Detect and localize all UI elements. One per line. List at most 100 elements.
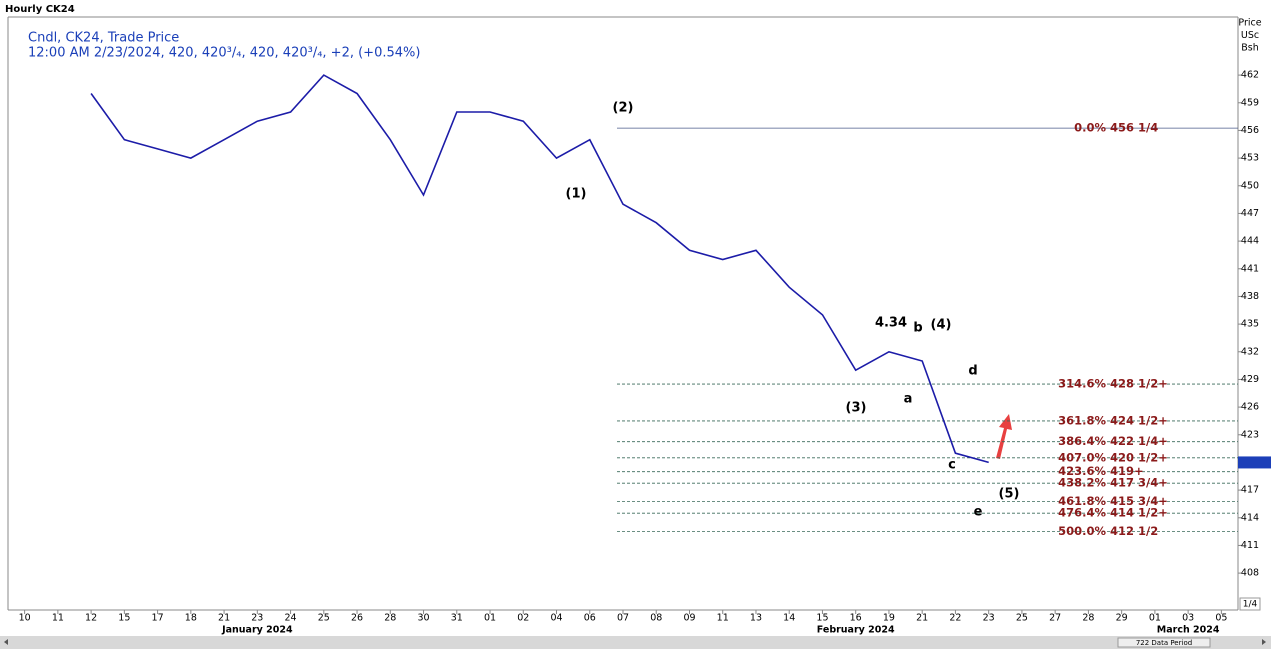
- level-pct: 361.8%: [1058, 413, 1106, 427]
- x-tick-label: 21: [218, 613, 230, 624]
- x-tick-label: 24: [285, 613, 297, 624]
- annotation: (5): [999, 487, 1020, 502]
- y-axis-label: USc: [1241, 30, 1259, 41]
- level-pct: 386.4%: [1058, 434, 1106, 448]
- y-tick-label: 426: [1241, 402, 1259, 413]
- x-tick-label: 28: [384, 613, 396, 624]
- x-tick-label: 18: [185, 613, 197, 624]
- footer-box: [1117, 637, 1211, 648]
- x-tick-label: 15: [816, 613, 828, 624]
- y-tick-label: 438: [1241, 291, 1259, 302]
- y-axis-label: Bsh: [1241, 43, 1259, 54]
- annotation: a: [904, 392, 913, 407]
- x-tick-label: 25: [318, 613, 330, 624]
- footer-text: 722 Data Period: [1136, 639, 1192, 647]
- y-tick-label: 456: [1241, 125, 1259, 136]
- scroll-left[interactable]: [4, 639, 8, 645]
- legend-title: Cndl, CK24, Trade Price: [28, 31, 179, 46]
- annotation: (3): [846, 401, 867, 416]
- y-tick-label: 447: [1241, 208, 1259, 219]
- level-label: 414 1/2+: [1110, 506, 1168, 520]
- level-pct: 438.2%: [1058, 476, 1106, 490]
- chart-title: Hourly CK24: [5, 4, 75, 15]
- x-tick-label: 26: [351, 613, 363, 624]
- annotation: (1): [566, 187, 587, 202]
- x-tick-label: 23: [251, 613, 263, 624]
- x-tick-label: 11: [717, 613, 729, 624]
- level-label: 424 1/2+: [1110, 413, 1168, 427]
- x-tick-label: 14: [783, 613, 795, 624]
- y-tick-label: 423: [1241, 429, 1259, 440]
- x-tick-label: 27: [1049, 613, 1061, 624]
- scroll-right[interactable]: [1262, 639, 1266, 645]
- x-tick-label: 28: [1082, 613, 1094, 624]
- x-tick-label: 30: [417, 613, 429, 624]
- x-tick-label: 25: [1016, 613, 1028, 624]
- annotation: c: [948, 458, 956, 473]
- month-label: January 2024: [221, 625, 293, 636]
- x-tick-label: 10: [19, 613, 31, 624]
- scrollbar[interactable]: [0, 636, 1271, 649]
- x-tick-label: 31: [451, 613, 463, 624]
- y-tick-label: 417: [1241, 485, 1259, 496]
- x-tick-label: 02: [517, 613, 529, 624]
- level-pct: 423.6%: [1058, 464, 1106, 478]
- x-tick-label: 06: [584, 613, 596, 624]
- y-tick-label: 459: [1241, 97, 1259, 108]
- level-pct: 407.0%: [1058, 450, 1106, 464]
- y-tick-label: 441: [1241, 263, 1259, 274]
- annotation: d: [968, 364, 977, 379]
- page-box: [1239, 597, 1261, 611]
- x-tick-label: 29: [1116, 613, 1128, 624]
- x-tick-label: 11: [52, 613, 64, 624]
- level-label: 417 3/4+: [1110, 476, 1168, 490]
- x-tick-label: 07: [617, 613, 629, 624]
- level-label: 415 3/4+: [1110, 494, 1168, 508]
- y-tick-label: 414: [1241, 512, 1259, 523]
- month-label: March 2024: [1157, 625, 1220, 636]
- x-tick-label: 08: [650, 613, 662, 624]
- level-pct: 314.6%: [1058, 377, 1106, 391]
- level-label: 412 1/2: [1110, 524, 1158, 538]
- level-label: 419+: [1110, 464, 1144, 478]
- x-tick-label: 04: [550, 613, 562, 624]
- x-tick-label: 17: [152, 613, 164, 624]
- level-pct: 476.4%: [1058, 506, 1106, 520]
- annotation: (2): [613, 101, 634, 116]
- month-label: February 2024: [817, 625, 895, 636]
- x-tick-label: 13: [750, 613, 762, 624]
- level-label: 428 1/2+: [1110, 377, 1168, 391]
- price-line: [90, 74, 989, 464]
- x-tick-label: 01: [1149, 613, 1161, 624]
- annotation: e: [974, 505, 983, 520]
- annotation: 4.34: [875, 316, 907, 331]
- level-pct: 461.8%: [1058, 494, 1106, 508]
- page-text: 1/4: [1243, 600, 1258, 610]
- y-tick-label: 453: [1241, 153, 1259, 164]
- annotation: b: [913, 321, 922, 336]
- x-tick-label: 23: [983, 613, 995, 624]
- level-pct: 0.0%: [1074, 121, 1106, 135]
- y-tick-label: 429: [1241, 374, 1259, 385]
- y-tick-label: 435: [1241, 319, 1259, 330]
- y-tick-label: 411: [1241, 540, 1259, 551]
- x-tick-label: 12: [85, 613, 97, 624]
- y-tick-label: 450: [1241, 180, 1259, 191]
- annotation: (4): [931, 318, 952, 333]
- y-tick-label: 408: [1241, 568, 1259, 579]
- level-label: 420 1/2+: [1110, 450, 1168, 464]
- y-tick-label: 444: [1241, 236, 1259, 247]
- y-tick-label: 432: [1241, 346, 1259, 357]
- x-tick-label: 22: [949, 613, 961, 624]
- x-tick-label: 21: [916, 613, 928, 624]
- last-price-marker: [1238, 456, 1271, 469]
- x-tick-label: 16: [850, 613, 862, 624]
- legend-detail: 12:00 AM 2/23/2024, 420, 420³/₄, 420, 42…: [28, 46, 420, 61]
- x-tick-label: 15: [118, 613, 130, 624]
- x-tick-label: 05: [1215, 613, 1227, 624]
- x-tick-label: 09: [683, 613, 695, 624]
- x-tick-label: 01: [484, 613, 496, 624]
- level-label: 422 1/4+: [1110, 434, 1168, 448]
